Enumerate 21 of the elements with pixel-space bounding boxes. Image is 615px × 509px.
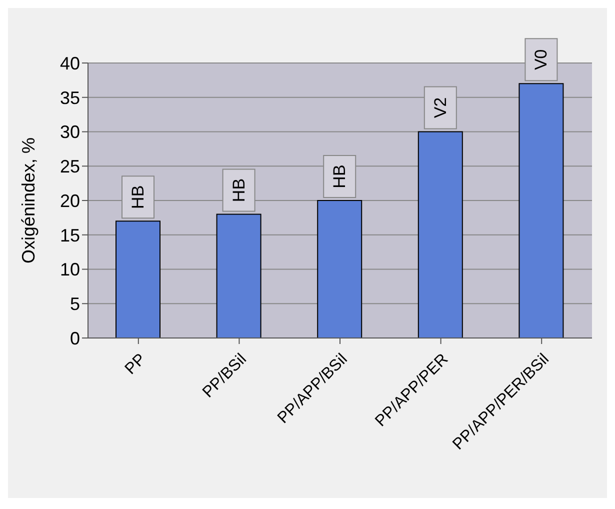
bar bbox=[216, 214, 262, 338]
data-label: HB bbox=[229, 178, 248, 202]
bar bbox=[317, 200, 362, 338]
y-tick-label: 20 bbox=[60, 190, 80, 211]
data-label: V0 bbox=[532, 49, 551, 70]
bar bbox=[418, 131, 463, 338]
y-tick-label: 40 bbox=[60, 53, 80, 74]
y-tick-label: 25 bbox=[60, 156, 80, 177]
data-label: HB bbox=[128, 185, 148, 209]
bar bbox=[518, 83, 564, 338]
x-tick-label: PP bbox=[122, 350, 150, 378]
y-tick-label: 10 bbox=[60, 260, 80, 280]
data-label: HB bbox=[330, 164, 350, 188]
y-tick-label: 15 bbox=[60, 225, 80, 246]
y-tick-label: 35 bbox=[60, 88, 80, 108]
data-label: V2 bbox=[430, 97, 450, 118]
y-tick-label: 0 bbox=[70, 328, 80, 348]
y-axis-title: Oxigénindex, % bbox=[18, 137, 38, 264]
y-tick-label: 30 bbox=[60, 122, 80, 142]
bar bbox=[116, 220, 160, 338]
y-tick-label: 5 bbox=[70, 294, 80, 314]
